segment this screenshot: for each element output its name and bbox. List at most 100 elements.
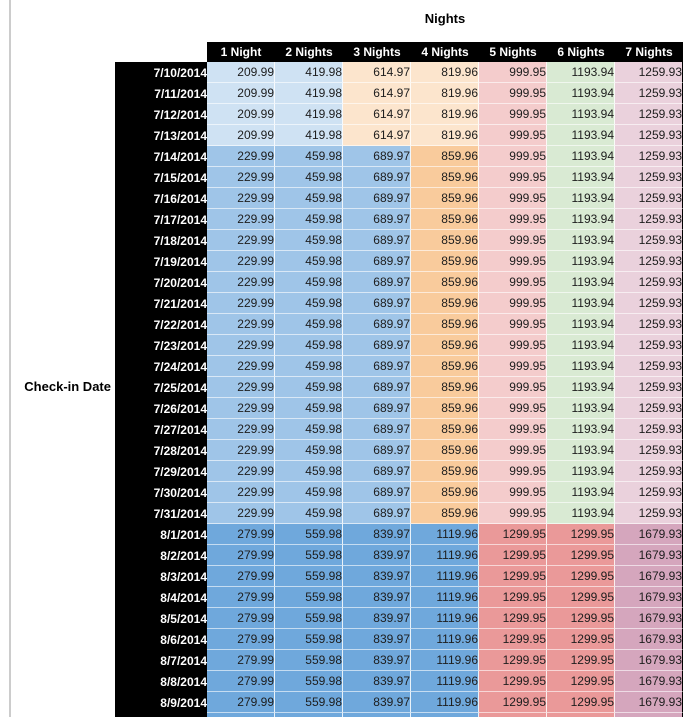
price-cell: 689.97	[343, 293, 411, 314]
row-date-cell: 7/12/2014	[115, 104, 207, 125]
price-cell: 1299.95	[479, 566, 547, 587]
price-cell: 459.98	[275, 230, 343, 251]
price-cell: 1259.93	[615, 419, 683, 440]
price-cell: 689.97	[343, 482, 411, 503]
price-cell: 689.97	[343, 335, 411, 356]
row-date-cell: 7/20/2014	[115, 272, 207, 293]
price-cell: 999.95	[479, 503, 547, 524]
row-date-cell: 7/17/2014	[115, 209, 207, 230]
price-cell: 229.99	[207, 272, 275, 293]
price-cell: 859.96	[411, 188, 479, 209]
price-cell: 689.97	[343, 461, 411, 482]
row-date-cell: 7/25/2014	[115, 377, 207, 398]
price-cell: 999.95	[479, 209, 547, 230]
price-cell: 689.97	[343, 209, 411, 230]
price-cell: 859.96	[411, 419, 479, 440]
price-cell: 1299.95	[479, 524, 547, 545]
price-cell: 209.99	[207, 62, 275, 83]
price-cell: 279.99	[207, 524, 275, 545]
price-cell: 689.97	[343, 440, 411, 461]
price-cell: 459.98	[275, 167, 343, 188]
price-cell: 1259.93	[615, 125, 683, 146]
price-cell: 1299.95	[479, 629, 547, 650]
price-cell: 999.95	[479, 335, 547, 356]
price-cell: 1193.94	[547, 356, 615, 377]
price-cell: 1259.93	[615, 503, 683, 524]
price-cell: 859.96	[411, 461, 479, 482]
price-cell: 999.95	[479, 377, 547, 398]
price-cell: 459.98	[275, 188, 343, 209]
price-cell: 1259.93	[615, 440, 683, 461]
price-cell: 279.99	[207, 545, 275, 566]
price-cell: 559.98	[275, 650, 343, 671]
price-cell: 689.97	[343, 230, 411, 251]
table-row: 8/10/2014279.99559.98839.971119.961299.9…	[115, 713, 683, 717]
table-row: 8/6/2014 279.99 559.98 839.97 1119.96 1299.95…	[115, 629, 683, 650]
price-cell: 1299.95	[479, 650, 547, 671]
header-row: 1 Night 2 Nights 3 Nights 4 Nights 5 Nig…	[115, 42, 683, 62]
price-cell: 859.96	[411, 293, 479, 314]
price-cell: 689.97	[343, 398, 411, 419]
price-cell: 999.95	[479, 146, 547, 167]
price-cell: 839.97	[343, 608, 411, 629]
price-cell: 1259.93	[615, 461, 683, 482]
price-cell: 859.96	[411, 272, 479, 293]
price-cell: 1299.95	[479, 608, 547, 629]
price-cell: 1193.94	[547, 440, 615, 461]
row-date-cell: 7/21/2014	[115, 293, 207, 314]
price-cell: 229.99	[207, 503, 275, 524]
price-cell: 559.98	[275, 713, 343, 717]
price-cell: 1679.93	[615, 692, 683, 713]
price-cell: 839.97	[343, 545, 411, 566]
price-cell: 859.96	[411, 314, 479, 335]
table-row: 8/1/2014 279.99 559.98 839.97 1119.96 1299.95…	[115, 524, 683, 545]
row-date-cell: 8/6/2014	[115, 629, 207, 650]
row-date-cell: 7/28/2014	[115, 440, 207, 461]
price-cell: 1259.93	[615, 104, 683, 125]
price-cell: 229.99	[207, 461, 275, 482]
price-cell: 689.97	[343, 188, 411, 209]
price-cell: 839.97	[343, 713, 411, 717]
price-cell: 1259.93	[615, 335, 683, 356]
price-cell: 1299.95	[479, 713, 547, 717]
price-cell: 459.98	[275, 398, 343, 419]
price-cell: 1193.94	[547, 209, 615, 230]
row-date-cell: 7/19/2014	[115, 251, 207, 272]
price-cell: 999.95	[479, 188, 547, 209]
price-cell: 229.99	[207, 188, 275, 209]
price-cell: 209.99	[207, 125, 275, 146]
price-cell: 1259.93	[615, 398, 683, 419]
price-cell: 1193.94	[547, 167, 615, 188]
price-cell: 999.95	[479, 482, 547, 503]
price-cell: 1299.95	[547, 524, 615, 545]
price-cell: 819.96	[411, 125, 479, 146]
price-cell: 209.99	[207, 83, 275, 104]
price-cell: 279.99	[207, 650, 275, 671]
price-cell: 999.95	[479, 272, 547, 293]
price-cell: 1119.96	[411, 566, 479, 587]
price-cell: 229.99	[207, 482, 275, 503]
table-row: 8/7/2014 279.99 559.98 839.97 1119.96 1299.95…	[115, 650, 683, 671]
price-cell: 1193.94	[547, 125, 615, 146]
price-cell: 279.99	[207, 671, 275, 692]
price-cell: 1193.94	[547, 419, 615, 440]
price-cell: 229.99	[207, 356, 275, 377]
price-cell: 819.96	[411, 83, 479, 104]
table-row: 7/25/2014 229.99 459.98 689.97 859.96 999.95 1…	[115, 377, 683, 398]
price-cell: 229.99	[207, 419, 275, 440]
table-row: 7/24/2014 229.99 459.98 689.97 859.96 999.95 1…	[115, 356, 683, 377]
price-cell: 839.97	[343, 524, 411, 545]
price-cell: 1119.96	[411, 671, 479, 692]
price-cell: 1259.93	[615, 482, 683, 503]
table-row: 7/19/2014 229.99 459.98 689.97 859.96 999.95 1…	[115, 251, 683, 272]
price-cell: 689.97	[343, 167, 411, 188]
row-date-cell: 7/14/2014	[115, 146, 207, 167]
price-cell: 1679.93	[615, 650, 683, 671]
price-cell: 999.95	[479, 83, 547, 104]
table-row: 7/15/2014 229.99 459.98 689.97 859.96 999.95 1…	[115, 167, 683, 188]
left-gridline	[9, 0, 11, 717]
price-cell: 279.99	[207, 566, 275, 587]
price-cell: 999.95	[479, 167, 547, 188]
price-cell: 459.98	[275, 293, 343, 314]
